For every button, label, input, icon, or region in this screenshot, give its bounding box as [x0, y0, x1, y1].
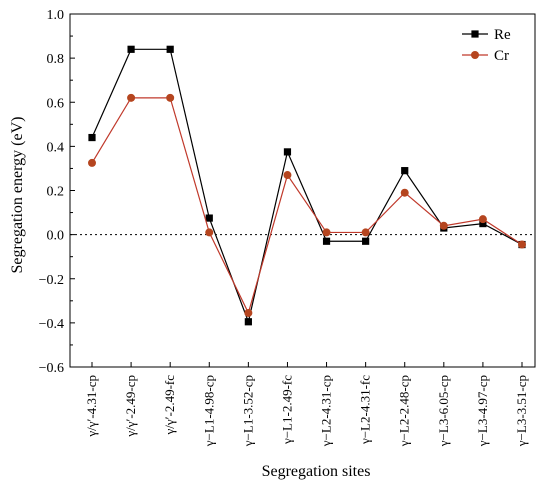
data-point-cr — [439, 221, 448, 230]
data-point-cr — [127, 93, 136, 102]
x-tick-label: γ/γ′-2.49-fc — [162, 375, 177, 436]
legend: Re Cr — [462, 27, 511, 64]
series-line-cr — [91, 97, 523, 315]
y-tick-label: 0.4 — [47, 140, 65, 155]
data-point-re — [322, 237, 331, 245]
series-line-re — [91, 48, 523, 324]
x-tick-label: γ−L1-4.98-cp — [201, 375, 216, 447]
x-tick-label: γ−L2-4.31-fc — [358, 375, 373, 445]
legend-label-re: Re — [494, 27, 511, 43]
x-tick-label: γ−L3-6.05-cp — [436, 375, 451, 447]
y-tick-label: 0.6 — [47, 96, 65, 111]
data-point-cr — [400, 188, 409, 197]
legend-marker-cr — [471, 51, 479, 59]
data-point-cr — [518, 240, 526, 249]
x-axis-title: Segregation sites — [262, 463, 371, 480]
data-point-re — [362, 237, 370, 245]
legend-label-cr: Cr — [494, 48, 509, 64]
data-point-cr — [205, 228, 214, 237]
x-tick-label: γ−L2-2.48-cp — [397, 375, 412, 447]
x-tick-label: γ−L2-4.31-cp — [319, 375, 334, 447]
x-tick-label: γ−L3-3.51-cp — [514, 375, 529, 447]
x-tick-label: γ−L3-4.97-cp — [475, 375, 490, 447]
series-cr — [88, 93, 526, 317]
data-point-re — [127, 45, 135, 53]
series-layer — [88, 45, 526, 326]
x-tick-label: γ/γ′-2.49-cp — [123, 375, 138, 438]
data-point-re — [244, 318, 252, 326]
x-tick-label: γ−L1-2.49-fc — [279, 375, 294, 445]
data-point-cr — [88, 158, 96, 167]
y-tick-label: −0.4 — [39, 317, 64, 332]
data-point-cr — [322, 228, 331, 237]
y-tick-label: 0.2 — [47, 185, 65, 200]
legend-marker-re — [471, 30, 479, 38]
data-point-re — [283, 148, 292, 156]
y-tick-label: −0.6 — [39, 361, 64, 376]
data-point-cr — [166, 93, 175, 102]
data-point-re — [205, 214, 213, 222]
plot-frame — [69, 13, 536, 368]
series-re — [88, 45, 526, 326]
data-point-cr — [283, 171, 292, 180]
data-point-re — [401, 167, 409, 175]
data-point-re — [166, 45, 174, 53]
data-point-re — [88, 133, 96, 142]
ticks-layer: −0.6 −0.4 −0.2 0.0 0.2 0.4 0.6 0.8 1.0 γ/γ′-4.31-… — [39, 8, 529, 447]
x-tick-label: γ/γ′-4.31-cp — [84, 375, 99, 438]
x-tick-label: γ−L1-3.52-cp — [240, 375, 255, 447]
data-point-cr — [361, 228, 370, 237]
data-point-cr — [244, 308, 253, 317]
data-point-re — [479, 219, 487, 228]
y-tick-label: 1.0 — [47, 8, 65, 23]
data-point-cr — [478, 215, 487, 224]
y-tick-label: 0.0 — [47, 229, 65, 244]
y-axis-title: Segregation energy (eV) — [9, 117, 26, 274]
y-tick-label: 0.8 — [47, 52, 65, 67]
y-tick-label: −0.2 — [39, 273, 64, 288]
